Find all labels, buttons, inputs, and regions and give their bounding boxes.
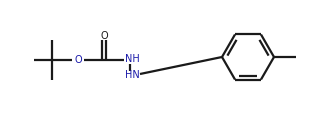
Text: NH: NH — [125, 54, 140, 64]
Text: HN: HN — [125, 70, 140, 80]
Text: O: O — [74, 55, 82, 65]
Text: O: O — [100, 31, 108, 41]
